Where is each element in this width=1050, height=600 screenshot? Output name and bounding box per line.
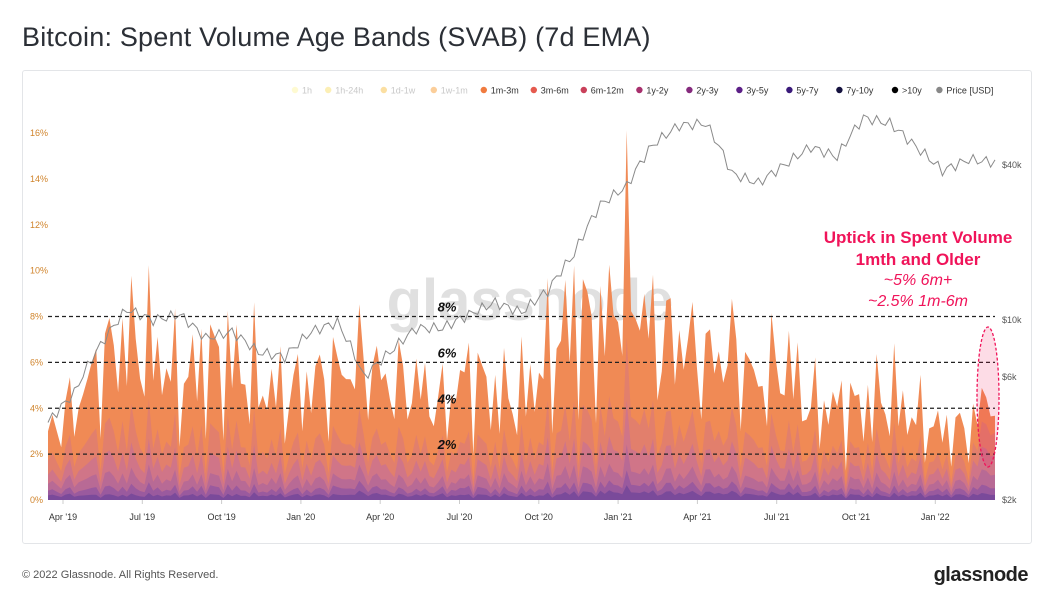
legend-marker [891, 86, 899, 94]
area-6m-12m [48, 400, 995, 500]
stacked-areas [48, 130, 995, 500]
reference-lines: 2% 4% 6% 8% [48, 300, 995, 455]
y-tick-label: 16% [30, 128, 48, 138]
x-tick-label: Apr '21 [683, 512, 711, 522]
highlight-ellipse [976, 326, 1000, 468]
copyright: © 2022 Glassnode. All Rights Reserved. [22, 569, 219, 581]
x-tick-label: Oct '20 [525, 512, 553, 522]
y2-tick-label: $10k [1002, 315, 1022, 325]
reference-label: 2% [437, 437, 457, 452]
legend-marker [530, 86, 537, 94]
annotation: Uptick in Spent Volume 1mth and Older ~5% … [824, 228, 1013, 468]
y2-tick-label: $6k [1002, 372, 1017, 382]
chart-card [22, 70, 1032, 544]
legend-marker [380, 86, 387, 94]
y2-tick-label: $2k [1002, 495, 1017, 505]
axes: 0% 2% 4% 6% 8% 10% 12% 14% 16% Apr '19 Jul '19 Oct … [30, 128, 1022, 522]
legend-label: 1h [302, 86, 312, 96]
legend-label: Price [USD] [946, 86, 993, 96]
x-tick-label: Jul '21 [764, 512, 790, 522]
x-tick-label: Oct '19 [207, 512, 235, 522]
x-tick-label: Jul '20 [447, 512, 473, 522]
legend: Price [USD] >10y 7y-10y 5y-7y 3y-5y 2y-3y 1y-2… [291, 86, 993, 96]
y-tick-label: 12% [30, 220, 48, 230]
legend-label: 1h-24h [335, 86, 363, 96]
annotation-detail: ~5% 6m+ [884, 272, 952, 289]
x-tick-label: Oct '21 [842, 512, 870, 522]
legend-label: 6m-12m [591, 86, 624, 96]
legend-label: 1y-2y [646, 86, 669, 96]
legend-marker [836, 86, 843, 94]
legend-marker [580, 86, 587, 94]
legend-label: 1m-3m [491, 86, 519, 96]
legend-label: 5y-7y [796, 86, 819, 96]
y-tick-label: 10% [30, 266, 48, 276]
y2-tick-label: $40k [1002, 160, 1022, 170]
area-2y-3y [48, 470, 995, 500]
legend-label: >10y [902, 86, 922, 96]
annotation-headline: 1mth and Older [856, 250, 981, 269]
y-tick-label: 14% [30, 174, 48, 184]
legend-marker [786, 86, 793, 94]
price-line [47, 114, 996, 423]
reference-label: 4% [437, 391, 457, 406]
legend-marker [686, 86, 693, 94]
legend-marker [480, 86, 487, 94]
price-line-group [47, 114, 996, 423]
legend-marker [636, 86, 643, 94]
page-title: Bitcoin: Spent Volume Age Bands (SVAB) (… [22, 22, 651, 52]
x-tick-label: Jan '21 [604, 512, 633, 522]
annotation-detail: ~2.5% 1m-6m [868, 293, 968, 310]
x-tick-label: Jul '19 [129, 512, 155, 522]
legend-marker [325, 86, 332, 94]
area-1m-3m [48, 130, 995, 500]
legend-marker [936, 86, 943, 94]
y-tick-label: 0% [30, 495, 43, 505]
y-tick-label: 6% [30, 357, 43, 367]
y-tick-label: 8% [30, 312, 43, 322]
legend-label: 1w-1m [441, 86, 468, 96]
legend-label: 3m-6m [541, 86, 569, 96]
legend-label: 7y-10y [846, 86, 874, 96]
area-1y-2y [48, 444, 995, 500]
y-tick-label: 4% [30, 403, 43, 413]
legend-marker [291, 86, 299, 94]
area-3m-6m [48, 337, 995, 500]
reference-label: 6% [438, 345, 457, 360]
glassnode-logo: glassnode [933, 564, 1029, 586]
grid [62, 500, 936, 504]
legend-marker [430, 86, 437, 94]
y-tick-label: 2% [30, 449, 43, 459]
legend-label: 1d-1w [391, 86, 416, 96]
legend-label: 2y-3y [696, 86, 719, 96]
x-tick-label: Apr '19 [49, 512, 77, 522]
x-tick-label: Jan '20 [287, 512, 316, 522]
legend-label: 3y-5y [746, 86, 769, 96]
area-3y-5y [48, 485, 995, 500]
x-tick-label: Jan '22 [921, 512, 950, 522]
reference-label: 8% [438, 300, 457, 315]
annotation-headline: Uptick in Spent Volume [824, 228, 1013, 247]
x-tick-label: Apr '20 [366, 512, 394, 522]
legend-marker [736, 86, 743, 94]
